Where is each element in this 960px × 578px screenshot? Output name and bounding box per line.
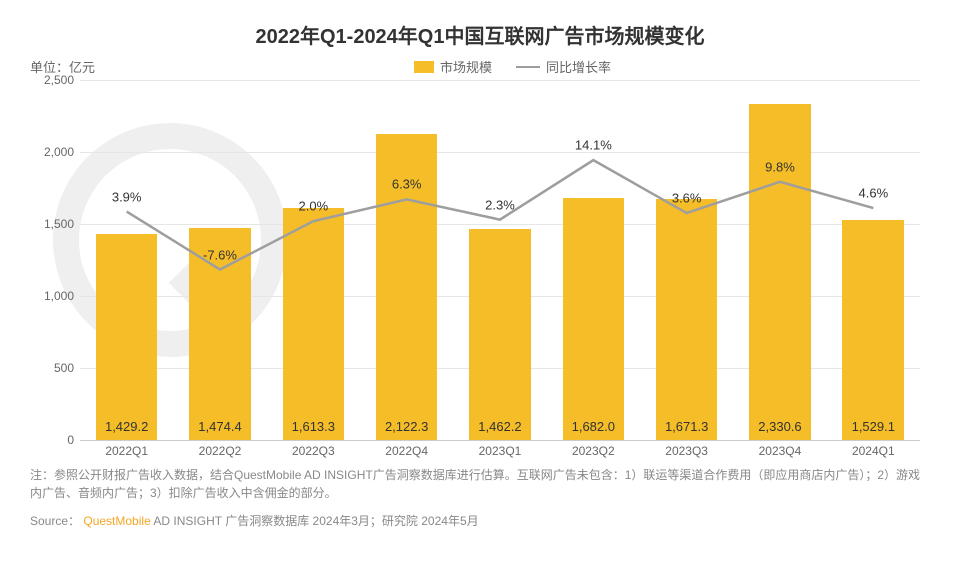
x-tick: 2022Q2 — [173, 440, 266, 460]
bar: 1,682.0 — [563, 198, 625, 440]
bar-value-label: 1,474.4 — [198, 419, 241, 434]
y-tick: 500 — [54, 361, 74, 375]
growth-label: 9.8% — [765, 159, 795, 174]
bar-slot: 1,529.1 — [827, 80, 920, 440]
bar-value-label: 1,671.3 — [665, 419, 708, 434]
x-axis: 2022Q12022Q22022Q32022Q42023Q12023Q22023… — [80, 440, 920, 460]
x-tick: 2022Q3 — [267, 440, 360, 460]
growth-label: 2.3% — [485, 197, 515, 212]
x-tick: 2023Q3 — [640, 440, 733, 460]
source-brand: QuestMobile — [83, 514, 150, 528]
footnote: 注：参照公开财报广告收入数据，结合QuestMobile AD INSIGHT广… — [30, 466, 930, 502]
legend-item-bar: 市场规模 — [414, 57, 492, 76]
chart-header-row: 单位：亿元 市场规模 同比增长率 — [30, 57, 930, 76]
bar: 1,462.2 — [469, 229, 531, 440]
chart-container: 2022年Q1-2024年Q1中国互联网广告市场规模变化 单位：亿元 市场规模 … — [0, 0, 960, 578]
bar-value-label: 2,122.3 — [385, 419, 428, 434]
legend: 市场规模 同比增长率 — [95, 57, 930, 76]
growth-label: 6.3% — [392, 177, 422, 192]
source-prefix: Source： — [30, 514, 80, 528]
bar: 1,613.3 — [283, 208, 345, 440]
bar: 2,330.6 — [749, 104, 811, 440]
bar-slot: 1,613.3 — [267, 80, 360, 440]
bar-value-label: 1,462.2 — [478, 419, 521, 434]
y-tick: 2,000 — [44, 145, 74, 159]
growth-label: 3.6% — [672, 191, 702, 206]
bar-value-label: 1,529.1 — [852, 419, 895, 434]
growth-label: 14.1% — [575, 138, 612, 153]
growth-label: 4.6% — [859, 186, 889, 201]
x-tick: 2023Q1 — [453, 440, 546, 460]
source-line: Source： QuestMobile AD INSIGHT 广告洞察数据库 2… — [30, 512, 930, 529]
legend-item-line: 同比增长率 — [516, 57, 611, 76]
growth-label: 3.9% — [112, 189, 142, 204]
bar-slot: 1,671.3 — [640, 80, 733, 440]
y-tick: 2,500 — [44, 73, 74, 87]
x-tick: 2022Q1 — [80, 440, 173, 460]
legend-line-label: 同比增长率 — [546, 57, 611, 76]
bar-value-label: 1,429.2 — [105, 419, 148, 434]
x-tick: 2022Q4 — [360, 440, 453, 460]
plot-area: 05001,0001,5002,0002,500 1,429.21,474.41… — [80, 80, 920, 460]
x-tick: 2024Q1 — [827, 440, 920, 460]
bar-value-label: 1,613.3 — [292, 419, 335, 434]
bar-slot: 1,462.2 — [453, 80, 546, 440]
y-axis: 05001,0001,5002,0002,500 — [30, 80, 80, 440]
bar: 1,429.2 — [96, 234, 158, 440]
bar: 1,671.3 — [656, 199, 718, 440]
y-tick: 1,500 — [44, 217, 74, 231]
bar-slot: 1,429.2 — [80, 80, 173, 440]
bar: 1,529.1 — [842, 220, 904, 440]
bar-slot: 2,122.3 — [360, 80, 453, 440]
bar-slot: 1,682.0 — [547, 80, 640, 440]
y-tick: 0 — [67, 433, 74, 447]
x-tick: 2023Q4 — [733, 440, 826, 460]
growth-label: -7.6% — [203, 247, 237, 262]
bars-layer: 1,429.2 1,474.4 1,613.3 2,122.3 1,462.2 1,682… — [80, 80, 920, 440]
legend-bar-label: 市场规模 — [440, 57, 492, 76]
x-tick: 2023Q2 — [547, 440, 640, 460]
y-tick: 1,000 — [44, 289, 74, 303]
growth-label: 2.0% — [299, 199, 329, 214]
bar-slot: 2,330.6 — [733, 80, 826, 440]
bar-value-label: 2,330.6 — [758, 419, 801, 434]
chart-title: 2022年Q1-2024年Q1中国互联网广告市场规模变化 — [30, 20, 930, 49]
bar-value-label: 1,682.0 — [572, 419, 615, 434]
legend-swatch-line — [516, 66, 540, 68]
source-rest: AD INSIGHT 广告洞察数据库 2024年3月；研究院 2024年5月 — [153, 514, 478, 528]
legend-swatch-bar — [414, 61, 434, 73]
